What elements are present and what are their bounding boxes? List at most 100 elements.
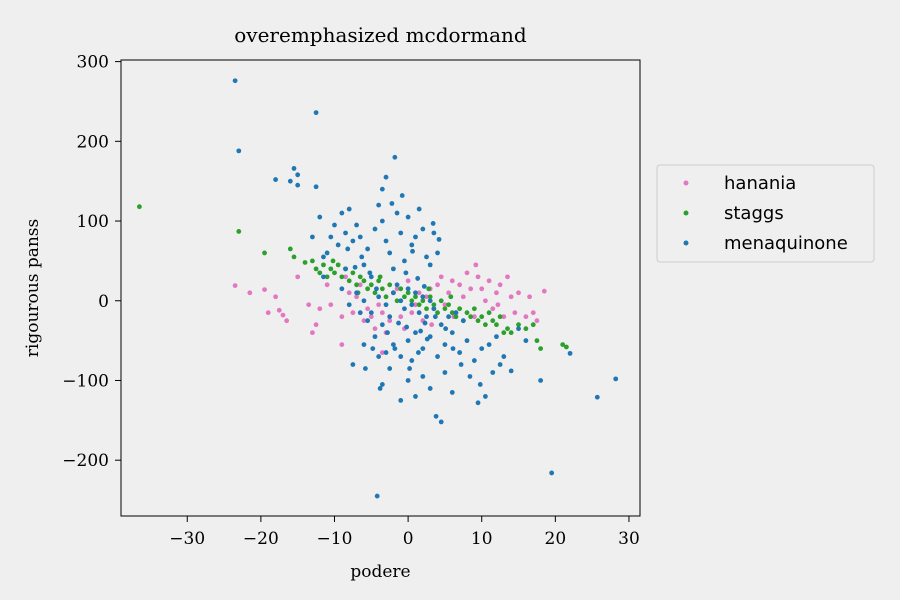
data-point-menaquinone: [389, 201, 395, 206]
data-point-staggs: [530, 322, 536, 328]
data-point-menaquinone: [405, 214, 411, 220]
data-point-menaquinone: [339, 210, 345, 216]
data-point-hanania: [416, 290, 422, 296]
data-point-hanania: [339, 342, 345, 347]
data-point-hanania: [516, 290, 521, 296]
data-point-hanania: [379, 350, 385, 355]
data-point-hanania: [435, 282, 440, 288]
data-point-hanania: [530, 310, 536, 316]
points-layer: [137, 78, 619, 499]
data-point-menaquinone: [387, 366, 393, 371]
data-point-menaquinone: [394, 282, 400, 288]
y-tick-label: 100: [77, 212, 109, 232]
data-point-menaquinone: [383, 302, 389, 308]
data-point-menaquinone: [435, 354, 440, 359]
data-point-hanania: [490, 306, 496, 312]
data-point-hanania: [339, 314, 345, 320]
data-point-menaquinone: [436, 236, 442, 242]
data-point-hanania: [494, 290, 499, 296]
data-point-hanania: [429, 322, 435, 328]
x-tick-label: 20: [545, 529, 567, 549]
data-point-menaquinone: [409, 242, 415, 248]
data-point-hanania: [438, 274, 444, 280]
data-point-staggs: [137, 204, 142, 210]
data-point-menaquinone: [446, 314, 451, 320]
data-point-menaquinone: [361, 342, 367, 347]
data-point-hanania: [262, 287, 267, 292]
y-tick-label: 0: [98, 292, 109, 312]
legend-marker-hanania: [683, 180, 689, 186]
data-point-menaquinone: [392, 154, 398, 160]
data-point-hanania: [398, 314, 404, 320]
data-point-menaquinone: [354, 222, 359, 228]
data-point-menaquinone: [501, 354, 507, 359]
data-point-menaquinone: [357, 310, 363, 316]
data-point-staggs: [387, 282, 393, 288]
data-point-staggs: [448, 294, 454, 300]
data-point-staggs: [321, 262, 326, 268]
chart-title: overemphasized mcdormand: [234, 23, 527, 47]
data-point-staggs: [236, 229, 242, 234]
data-point-menaquinone: [399, 193, 405, 198]
data-point-menaquinone: [365, 246, 371, 252]
data-point-staggs: [317, 270, 323, 276]
data-point-hanania: [460, 294, 466, 300]
data-point-menaquinone: [433, 413, 439, 419]
data-point-menaquinone: [287, 178, 293, 184]
data-point-menaquinone: [435, 250, 440, 256]
data-point-staggs: [538, 346, 544, 351]
legend-label-staggs: staggs: [724, 203, 784, 224]
y-tick-label: −200: [62, 451, 109, 471]
data-point-staggs: [560, 342, 566, 347]
data-point-hanania: [409, 310, 415, 316]
data-point-menaquinone: [424, 254, 429, 260]
data-point-menaquinone: [413, 234, 418, 240]
data-point-menaquinone: [405, 338, 411, 344]
data-point-staggs: [330, 258, 336, 264]
data-point-staggs: [497, 314, 503, 320]
data-point-menaquinone: [383, 174, 389, 180]
x-tick-label: 0: [403, 529, 414, 549]
data-point-menaquinone: [479, 346, 485, 351]
data-point-menaquinone: [398, 298, 404, 304]
data-point-menaquinone: [413, 290, 418, 296]
data-point-menaquinone: [379, 218, 385, 224]
data-point-menaquinone: [460, 318, 466, 324]
data-point-menaquinone: [383, 238, 389, 244]
data-point-hanania: [541, 288, 547, 294]
data-point-hanania: [483, 298, 488, 304]
x-tick-label: −30: [169, 529, 205, 549]
data-point-staggs: [483, 322, 488, 328]
data-point-staggs: [376, 278, 382, 284]
data-point-menaquinone: [361, 262, 367, 268]
data-point-hanania: [295, 274, 301, 280]
data-point-menaquinone: [321, 274, 326, 280]
data-point-menaquinone: [464, 338, 470, 344]
data-point-menaquinone: [354, 290, 359, 296]
data-point-hanania: [376, 302, 382, 308]
data-point-menaquinone: [332, 222, 337, 228]
data-point-menaquinone: [324, 250, 330, 256]
data-point-menaquinone: [438, 322, 444, 328]
legend-marker-staggs: [683, 210, 689, 216]
data-point-menaquinone: [453, 310, 459, 316]
data-point-menaquinone: [538, 378, 544, 383]
data-point-staggs: [416, 302, 422, 308]
data-point-menaquinone: [420, 226, 426, 232]
data-point-menaquinone: [405, 286, 411, 292]
data-point-menaquinone: [475, 400, 481, 406]
data-point-menaquinone: [350, 238, 356, 244]
data-point-menaquinone: [402, 306, 407, 312]
data-point-menaquinone: [372, 334, 378, 340]
data-point-staggs: [409, 298, 415, 304]
y-tick-label: 300: [77, 53, 109, 73]
data-point-menaquinone: [427, 386, 433, 391]
data-point-menaquinone: [410, 248, 415, 254]
data-point-staggs: [262, 250, 267, 256]
data-point-menaquinone: [367, 270, 373, 276]
data-point-menaquinone: [516, 326, 521, 332]
data-point-hanania: [413, 302, 418, 308]
data-point-menaquinone: [379, 322, 385, 328]
data-point-menaquinone: [379, 382, 385, 387]
